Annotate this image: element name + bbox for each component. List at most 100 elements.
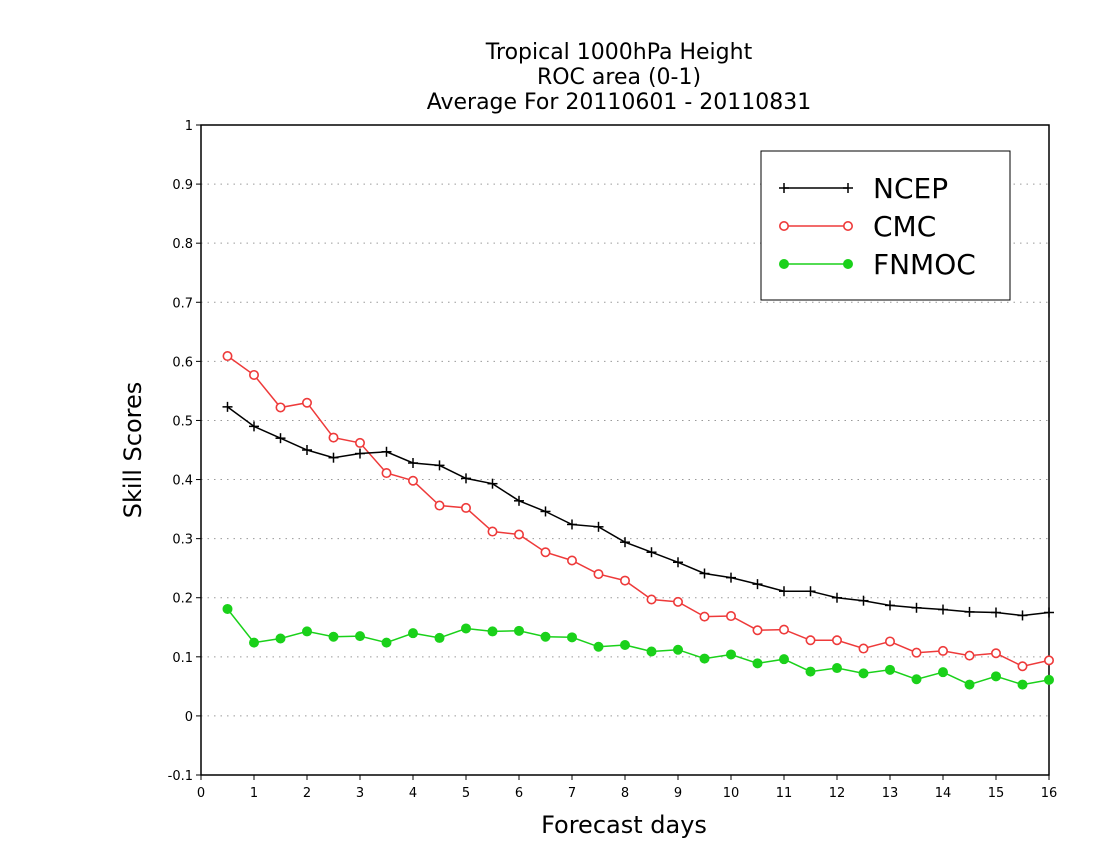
point-fnmoc: [858, 668, 869, 679]
title-line-2: ROC area (0-1): [537, 65, 701, 90]
point-fnmoc: [726, 649, 736, 660]
point-cmc: [964, 650, 975, 661]
point-fnmoc: [355, 631, 365, 642]
point-fnmoc: [911, 674, 922, 685]
legend: NCEP CMC FNMOC: [760, 150, 1011, 301]
legend-label-ncep: NCEP: [873, 172, 948, 205]
x-tick-label: 1: [250, 786, 258, 801]
y-tick-label: 0.9: [172, 178, 193, 193]
point-fnmoc: [222, 603, 233, 614]
point-ncep: [673, 557, 683, 568]
series-cmc: [222, 351, 1055, 672]
point-fnmoc: [805, 666, 816, 677]
plot-frame: [200, 124, 1050, 776]
y-tick-label: 0.6: [172, 355, 193, 370]
chart-title: Tropical 1000hPa Height ROC area (0-1) A…: [427, 40, 812, 115]
x-tick-label: 14: [935, 786, 952, 801]
point-ncep: [302, 445, 312, 455]
x-tick-label: 9: [674, 786, 682, 801]
x-tick-label: 5: [462, 786, 470, 801]
point-fnmoc: [699, 653, 710, 664]
point-ncep: [275, 433, 286, 444]
point-cmc: [593, 569, 604, 580]
legend-marker-cmc: [842, 221, 853, 232]
y-tick-label: 0.4: [172, 474, 193, 489]
point-ncep: [646, 547, 657, 558]
point-cmc: [884, 636, 895, 647]
point-fnmoc: [1017, 679, 1028, 690]
x-tick-label: 11: [776, 786, 793, 801]
point-ncep: [805, 586, 816, 597]
y-tick-label: 0.5: [172, 414, 193, 429]
x-tick-label: 0: [197, 786, 205, 801]
point-ncep: [540, 506, 551, 517]
point-fnmoc: [938, 667, 948, 678]
point-ncep: [567, 519, 577, 530]
series-line-cmc: [227, 355, 1050, 668]
point-fnmoc: [991, 671, 1001, 682]
y-axis-label: Skill Scores: [119, 382, 147, 519]
point-ncep: [726, 572, 736, 583]
point-ncep: [699, 568, 710, 579]
point-cmc: [407, 475, 418, 486]
point-cmc: [725, 611, 736, 622]
point-cmc: [646, 594, 657, 605]
point-cmc: [699, 611, 710, 622]
point-cmc: [1017, 661, 1028, 672]
point-ncep: [1044, 607, 1054, 618]
point-fnmoc: [328, 631, 339, 642]
x-tick-label: 4: [409, 786, 417, 801]
point-fnmoc: [275, 633, 286, 644]
point-ncep: [328, 452, 339, 463]
point-fnmoc: [620, 640, 630, 650]
point-ncep: [858, 595, 869, 606]
legend-item-ncep: NCEP: [779, 172, 948, 205]
x-tick-label: 12: [829, 786, 846, 801]
legend-label-cmc: CMC: [873, 210, 936, 243]
point-fnmoc: [567, 632, 577, 643]
point-ncep: [487, 478, 498, 489]
point-cmc: [937, 645, 948, 656]
y-tick-label: -0.1: [168, 769, 193, 784]
series-line-fnmoc: [226, 608, 1050, 686]
y-tick-label: 0.2: [172, 592, 193, 607]
point-ncep: [1017, 610, 1028, 621]
x-tick-label: 7: [568, 786, 576, 801]
point-cmc: [328, 432, 339, 443]
point-ncep: [408, 458, 418, 468]
y-tick-label: 0.7: [172, 296, 193, 311]
title-line-3: Average For 20110601 - 20110831: [427, 90, 812, 115]
x-tick-label: 10: [723, 786, 740, 801]
series-line-ncep: [227, 406, 1050, 617]
point-cmc: [566, 555, 577, 566]
point-cmc: [381, 468, 392, 479]
point-ncep: [752, 579, 763, 590]
legend-label-fnmoc: FNMOC: [873, 248, 976, 281]
point-fnmoc: [1044, 674, 1054, 685]
point-cmc: [911, 647, 922, 658]
point-fnmoc: [779, 654, 789, 665]
point-ncep: [222, 401, 233, 412]
point-ncep: [593, 521, 604, 532]
point-cmc: [513, 529, 524, 540]
point-fnmoc: [540, 631, 551, 642]
point-fnmoc: [593, 641, 604, 652]
point-fnmoc: [434, 632, 445, 643]
point-fnmoc: [461, 623, 471, 634]
point-cmc: [222, 351, 233, 362]
y-axis-ticks: -0.1 0 0.1 0.2 0.3 0.4 0.5 0.6 0.7 0.8 0.9 1: [168, 119, 201, 784]
point-fnmoc: [832, 663, 842, 674]
point-ncep: [461, 473, 471, 484]
point-cmc: [540, 547, 551, 558]
y-tick-label: 0.3: [172, 533, 193, 548]
point-fnmoc: [249, 637, 259, 648]
point-cmc: [487, 526, 498, 537]
point-fnmoc: [646, 646, 657, 657]
point-ncep: [355, 448, 365, 459]
y-tick-label: 0: [185, 710, 193, 725]
legend-item-cmc: CMC: [778, 210, 936, 243]
point-cmc: [858, 643, 869, 654]
point-cmc: [301, 397, 312, 408]
point-cmc: [354, 437, 365, 448]
